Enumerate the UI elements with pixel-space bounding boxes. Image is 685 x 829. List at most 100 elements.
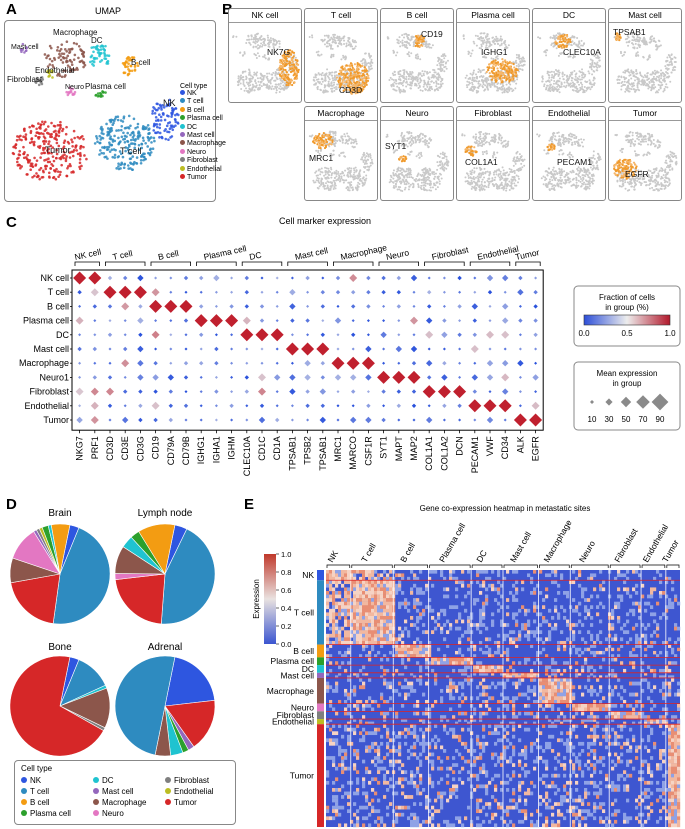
feature-point: [263, 42, 266, 45]
feature-point: [426, 82, 429, 85]
umap-point: [105, 54, 109, 57]
feature-point: [477, 82, 480, 85]
feature-point: [570, 71, 573, 74]
feature-point: [467, 52, 470, 55]
umap-point: [52, 159, 56, 163]
feature-point-expressed: [363, 81, 366, 85]
feature-point-expressed: [317, 141, 320, 144]
umap-point: [121, 155, 125, 159]
feature-point: [631, 32, 634, 35]
feature-point: [552, 90, 555, 93]
feature-point: [245, 87, 248, 90]
umap-point: [131, 155, 135, 158]
umap-legend-item: Endothelial: [180, 165, 235, 174]
feature-point: [334, 71, 337, 74]
feature-point: [562, 78, 565, 81]
umap-point: [126, 65, 129, 68]
feature-point-expressed: [287, 52, 291, 55]
feature-point: [572, 42, 575, 45]
feature-point-expressed: [353, 63, 357, 66]
umap-point: [103, 146, 106, 150]
umap-point: [137, 148, 141, 152]
feature-point: [438, 155, 441, 158]
umap-point: [24, 133, 28, 136]
feature-point-expressed: [558, 35, 561, 38]
feature-plot-scatter: TPSAB1: [613, 27, 677, 94]
umap-point: [67, 165, 70, 168]
feature-point: [485, 42, 488, 45]
feature-point: [434, 71, 437, 74]
feature-point: [325, 34, 328, 37]
feature-point: [256, 88, 259, 91]
feature-point: [412, 183, 415, 186]
feature-point: [443, 166, 446, 169]
feature-point: [355, 140, 358, 143]
feature-point: [630, 32, 633, 35]
feature-point: [346, 142, 349, 145]
feature-point: [359, 178, 362, 181]
feature-point: [315, 51, 318, 54]
umap-point: [68, 151, 71, 154]
feature-point-expressed: [293, 76, 297, 79]
feature-point-expressed: [288, 64, 292, 67]
feature-point: [650, 87, 653, 90]
feature-point: [436, 176, 439, 179]
umap-point: [141, 136, 145, 140]
feature-point: [326, 68, 329, 71]
feature-point: [317, 180, 320, 183]
legend-dot-icon: [180, 90, 185, 95]
feature-point: [546, 80, 549, 83]
feature-point: [424, 88, 427, 91]
feature-point-expressed: [283, 53, 286, 56]
umap-point: [171, 128, 175, 132]
feature-point: [570, 79, 573, 82]
umap-point: [168, 121, 172, 124]
umap-point: [47, 151, 51, 155]
feature-point: [575, 72, 578, 75]
feature-point: [335, 175, 338, 178]
feature-point: [466, 172, 469, 175]
umap-point: [108, 141, 111, 144]
umap-point: [60, 43, 64, 46]
feature-point: [654, 73, 657, 76]
legend-dot-icon: [180, 98, 185, 104]
feature-point: [659, 86, 662, 89]
feature-point: [337, 86, 340, 89]
feature-point: [558, 77, 561, 80]
feature-point: [407, 188, 410, 191]
umap-point: [66, 140, 70, 144]
feature-point: [646, 72, 649, 75]
umap-cluster-label: Plasma cell: [85, 82, 126, 91]
feature-point: [593, 70, 596, 73]
umap-point: [17, 156, 20, 160]
feature-point: [358, 183, 361, 186]
feature-point: [265, 86, 268, 89]
feature-point: [519, 67, 522, 70]
feature-point: [269, 79, 272, 82]
feature-plot-title: Plasma cell: [457, 9, 529, 23]
feature-point: [264, 44, 267, 47]
feature-point: [428, 189, 431, 192]
feature-point: [466, 180, 469, 183]
feature-point: [357, 176, 360, 179]
feature-point: [356, 184, 359, 187]
feature-point: [395, 82, 398, 85]
feature-point: [406, 173, 409, 176]
umap-point: [48, 176, 51, 179]
feature-point: [583, 91, 586, 94]
feature-point-expressed: [288, 80, 291, 83]
umap-point: [99, 127, 103, 130]
feature-point: [505, 90, 508, 93]
feature-point: [436, 186, 439, 189]
feature-point: [414, 138, 417, 141]
feature-point: [416, 76, 419, 79]
feature-point-expressed: [490, 78, 494, 81]
feature-point: [354, 45, 357, 48]
feature-point: [326, 176, 329, 179]
umap-point: [64, 69, 67, 72]
feature-point-expressed: [506, 62, 509, 65]
feature-point: [315, 82, 318, 85]
feature-point: [549, 84, 552, 87]
feature-point: [255, 56, 258, 59]
feature-point: [430, 85, 433, 88]
